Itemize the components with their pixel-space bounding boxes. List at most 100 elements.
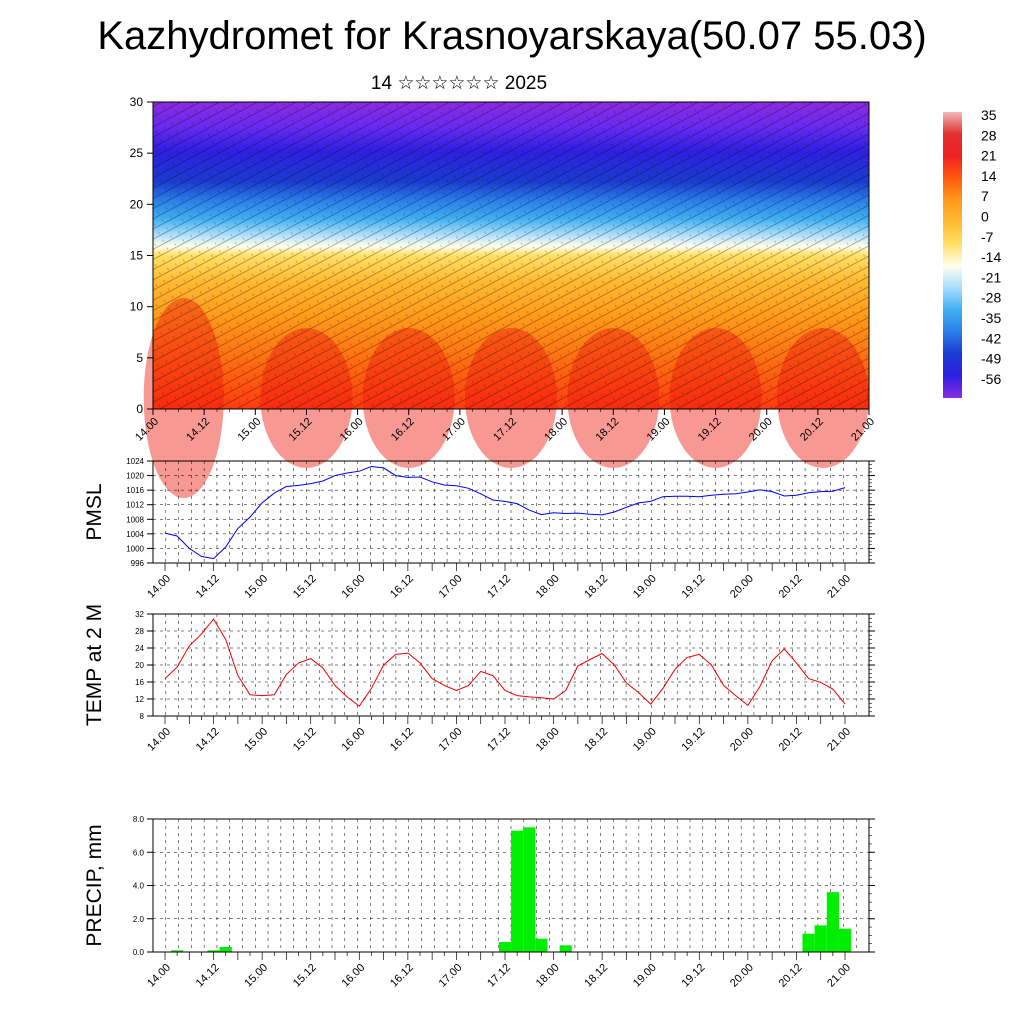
x-tick-label: 16.00 <box>339 962 367 990</box>
y-tick-label: 24 <box>135 644 144 653</box>
x-tick-label: 15.12 <box>291 726 319 754</box>
x-tick-label: 17.12 <box>485 962 513 990</box>
y-tick-label: 25 <box>130 146 144 160</box>
x-tick-label: 20.12 <box>777 726 805 754</box>
y-tick-label: 1000 <box>126 544 144 553</box>
precip-bar <box>498 942 512 952</box>
y-tick-label: 0 <box>136 402 143 416</box>
precip-bar <box>171 950 184 952</box>
y-axis-label: PRECIP, mm <box>83 824 106 946</box>
y-tick-label: 28 <box>135 627 144 636</box>
y-tick-label: 15 <box>130 249 144 263</box>
y-tick-label: 996 <box>131 559 145 568</box>
colorbar-label: 7 <box>981 188 989 204</box>
x-tick-label: 18.12 <box>582 573 610 601</box>
y-tick-label: 20 <box>130 197 144 211</box>
x-tick-label: 19.00 <box>631 962 659 990</box>
x-tick-label: 15.00 <box>242 573 270 601</box>
colorbar: 35 28 21 14 7 0 -7 -14 -21 -28 -35 -42 -49 -56 <box>943 107 1001 398</box>
colorbar-label: -28 <box>981 290 1001 306</box>
precip-bar <box>814 925 827 952</box>
y-tick-label: 32 <box>135 610 144 619</box>
data-line <box>164 465 846 560</box>
x-tick-label: 15.00 <box>235 416 263 444</box>
y-tick-label: 6.0 <box>133 848 145 857</box>
colorbar-label: -49 <box>981 351 1001 367</box>
precip-bar <box>207 950 220 952</box>
x-tick-label: 14.00 <box>145 726 173 754</box>
x-tick-label: 21.00 <box>825 726 853 754</box>
x-tick-label: 19.12 <box>679 573 707 601</box>
colorbar-label: -14 <box>981 249 1001 265</box>
x-tick-label: 15.00 <box>242 962 270 990</box>
precip-bar <box>802 933 815 952</box>
x-tick-label: 17.00 <box>437 573 465 601</box>
x-tick-label: 15.00 <box>242 726 270 754</box>
x-tick-label: 15.12 <box>291 573 319 601</box>
x-tick-label: 14.00 <box>145 573 173 601</box>
x-tick-label: 14.12 <box>194 962 222 990</box>
temp-chart: 8 12 16 20 24 28 32 14.00 14.12 15.00 15.12 16.00 16… <box>83 604 875 754</box>
colorbar-label: -35 <box>981 310 1001 326</box>
precip-bar <box>511 830 524 952</box>
y-tick-label: 30 <box>130 95 144 109</box>
colorbar-label: -42 <box>981 330 1001 346</box>
y-tick-label: 4.0 <box>133 882 145 891</box>
colorbar-label: -7 <box>981 229 994 245</box>
precip-bar <box>838 928 852 952</box>
x-tick-label: 16.12 <box>388 962 416 990</box>
x-tick-label: 20.00 <box>728 726 756 754</box>
colorbar-labels: 35 28 21 14 7 0 -7 -14 -21 -28 -35 -42 -49 -56 <box>981 107 1001 387</box>
y-axis-label: PMSL <box>83 483 106 540</box>
x-tick-label: 15.12 <box>291 962 319 990</box>
x-tick-label: 17.12 <box>485 726 513 754</box>
colorbar-label: -21 <box>981 269 1001 285</box>
colorbar-label: 21 <box>981 148 997 164</box>
x-tick-label: 16.00 <box>339 726 367 754</box>
y-tick-label: 0.0 <box>133 948 145 957</box>
y-tick-label: 1020 <box>126 472 144 481</box>
heatmap-y-axis: 0 5 10 15 20 25 30 <box>130 95 153 416</box>
x-tick-label: 20.00 <box>728 573 756 601</box>
x-tick-label: 19.12 <box>679 726 707 754</box>
x-tick-label: 14.00 <box>145 962 173 990</box>
x-tick-label: 18.00 <box>534 726 562 754</box>
x-tick-label: 14.12 <box>194 573 222 601</box>
x-tick-label: 20.12 <box>777 962 805 990</box>
x-tick-label: 20.00 <box>728 962 756 990</box>
grid <box>152 613 870 717</box>
y-tick-label: 2.0 <box>133 915 145 924</box>
y-tick-label: 1016 <box>126 486 144 495</box>
y-tick-label: 1012 <box>126 501 144 510</box>
chart-subtitle: 14 ☆☆☆☆☆☆ 2025 <box>370 73 548 94</box>
x-tick-label: 18.00 <box>534 573 562 601</box>
y-tick-label: 12 <box>135 695 144 704</box>
y-tick-label: 1024 <box>126 457 144 466</box>
precip-bar <box>535 938 548 952</box>
y-tick-label: 1004 <box>126 530 144 539</box>
colorbar-label: 0 <box>981 209 989 225</box>
precip-bar <box>523 827 536 952</box>
x-tick-label: 17.00 <box>437 726 465 754</box>
precip-chart: 0.0 2.0 4.0 6.0 8.0 14.00 14.12 15.00 15.12 16.00… <box>83 815 875 990</box>
x-tick-label: 19.00 <box>631 573 659 601</box>
x-tick-label: 16.12 <box>388 573 416 601</box>
x-tick-label: 18.12 <box>582 726 610 754</box>
precip-bar <box>826 892 839 952</box>
x-tick-label: 19.00 <box>631 726 659 754</box>
y-tick-label: 20 <box>135 661 144 670</box>
x-tick-label: 14.12 <box>194 726 222 754</box>
y-tick-label: 16 <box>135 678 144 687</box>
x-tick-label: 18.12 <box>582 962 610 990</box>
colorbar-label: 14 <box>981 168 997 184</box>
y-tick-label: 1008 <box>126 515 144 524</box>
y-tick-label: 8 <box>140 712 145 721</box>
precip-bar <box>559 945 572 952</box>
y-tick-label: 5 <box>136 351 143 365</box>
wind-barb-overlay <box>153 102 869 409</box>
colorbar-label: -56 <box>981 371 1001 387</box>
x-tick-label: 16.00 <box>339 573 367 601</box>
x-tick-label: 20.12 <box>777 573 805 601</box>
